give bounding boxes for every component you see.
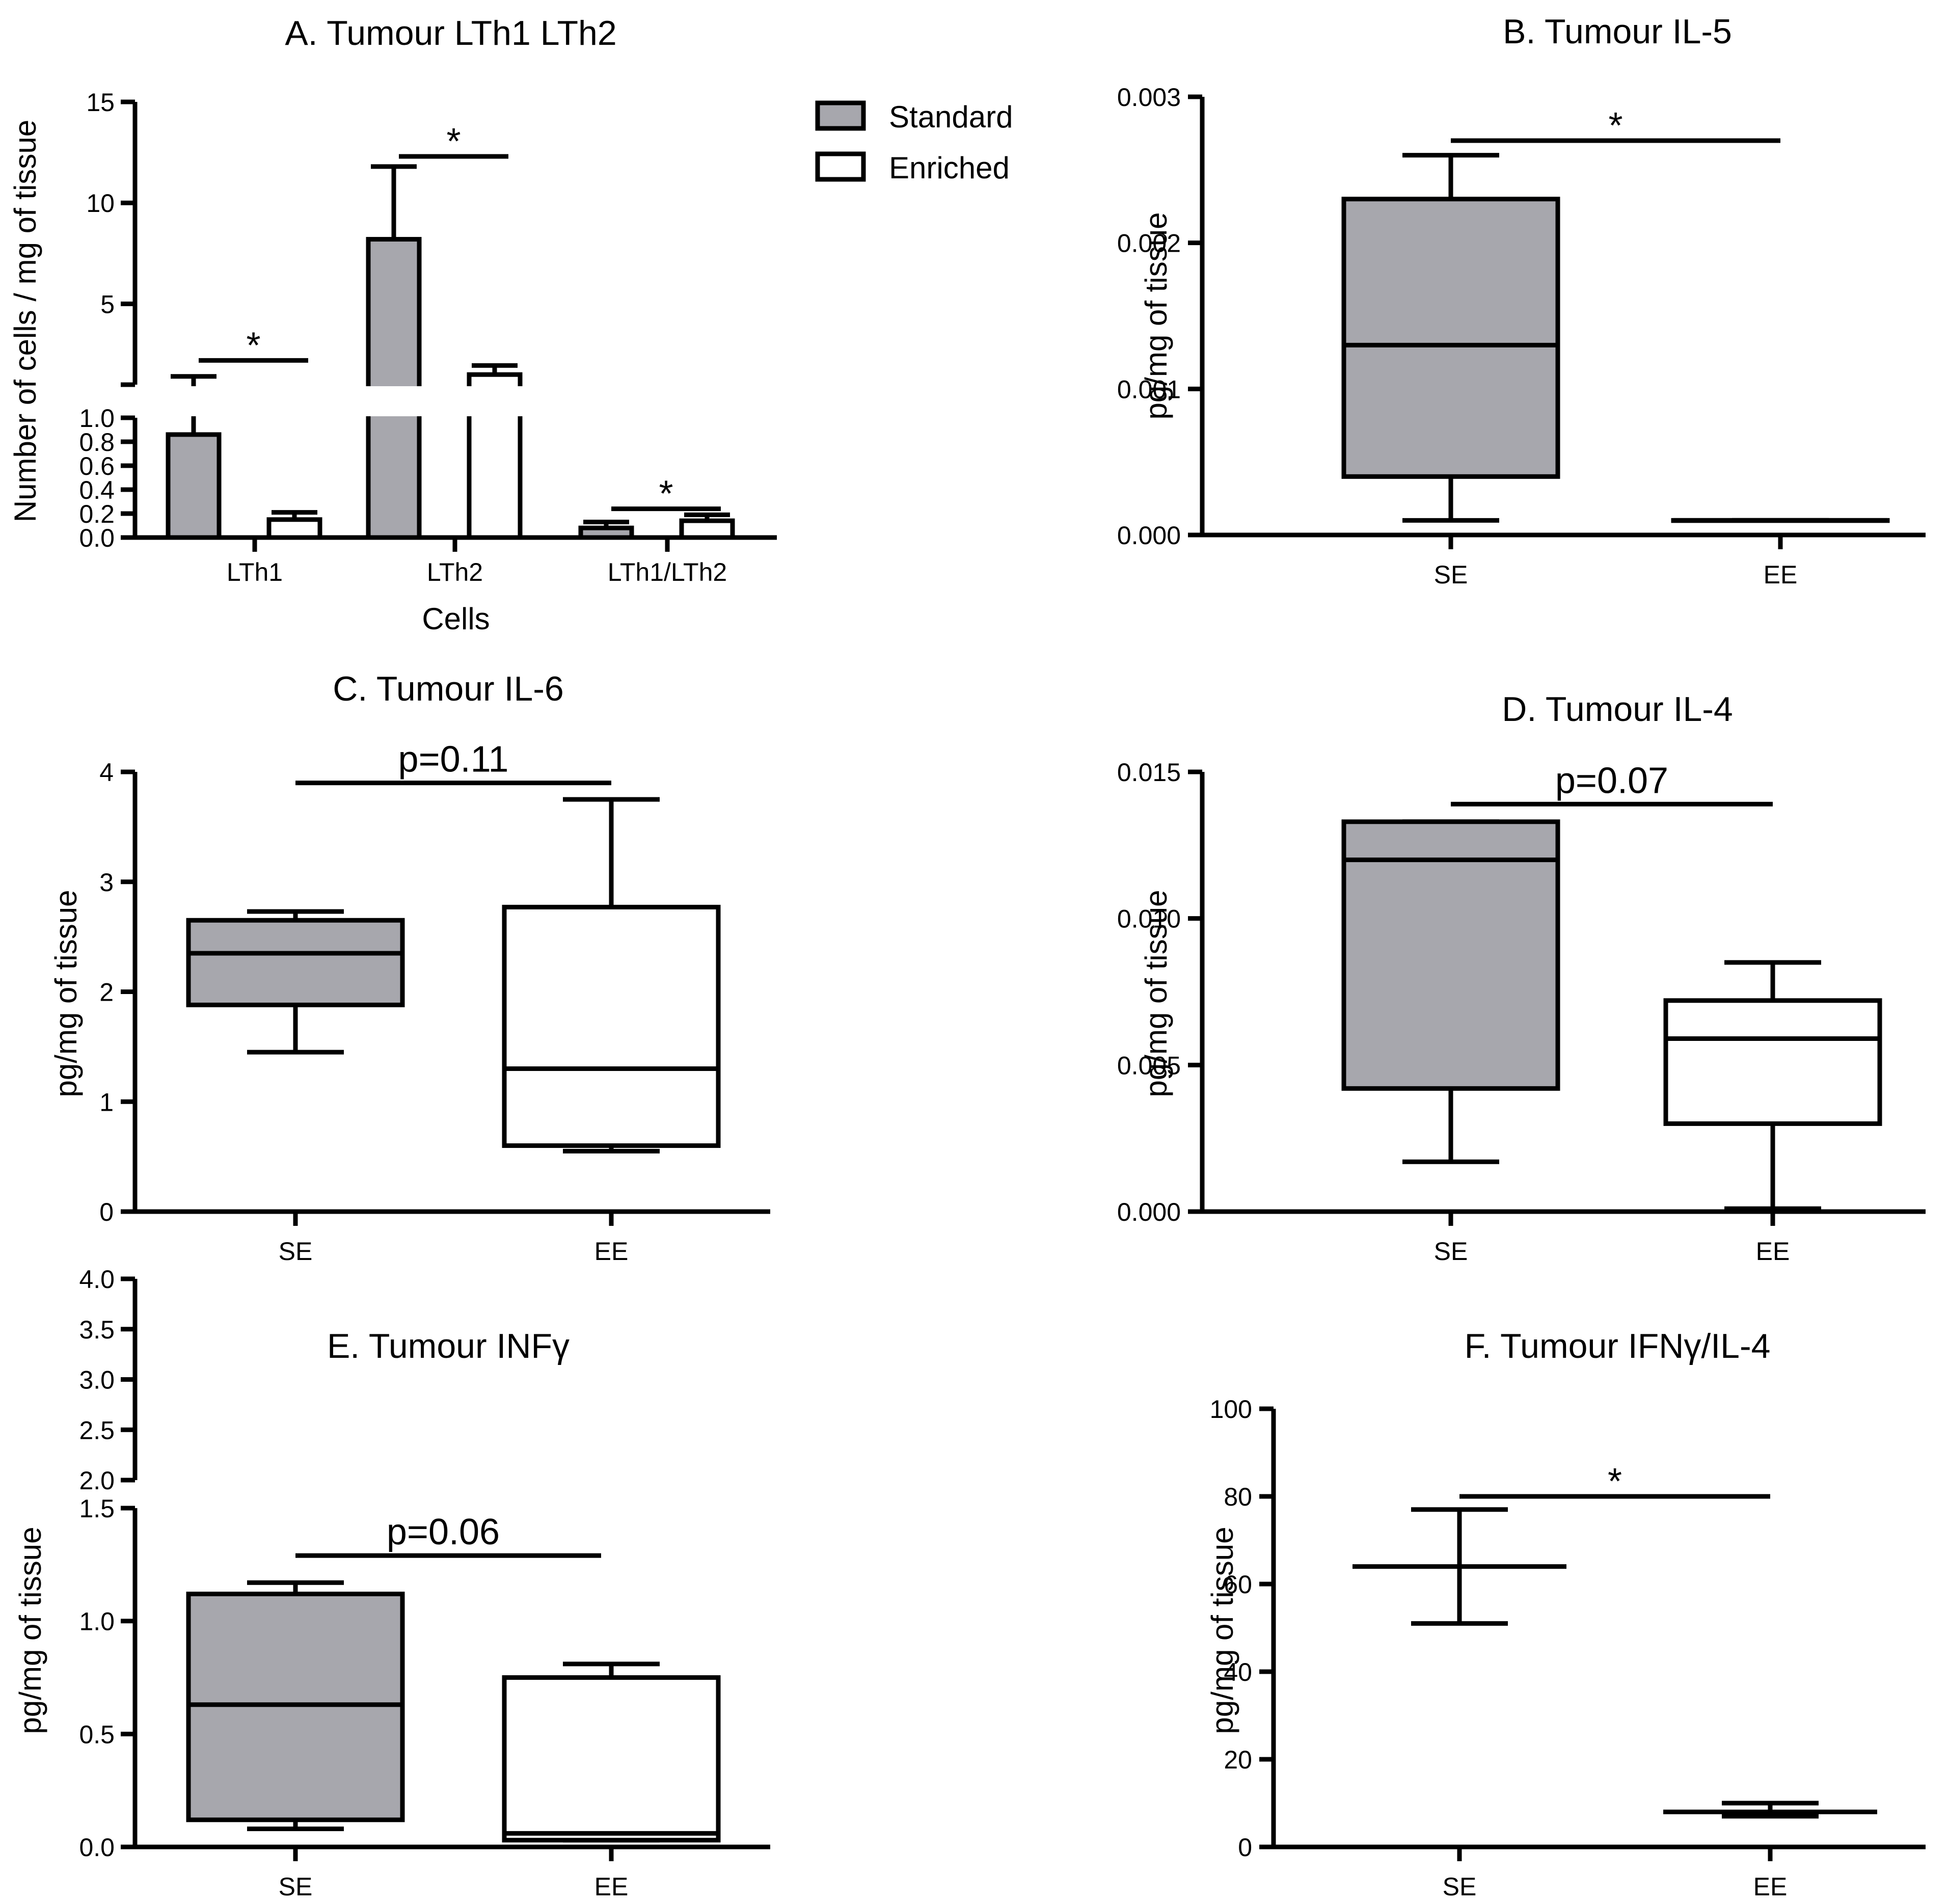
box-ee	[502, 1675, 721, 1843]
box-se	[1341, 197, 1560, 479]
y-tick-label: 0.001	[1117, 375, 1181, 404]
y-tick-label: 1	[99, 1088, 114, 1116]
significance-label: p=0.06	[387, 1512, 500, 1552]
y-tick-label: 4	[99, 758, 114, 787]
significance-label: p=0.11	[398, 739, 509, 780]
y-axis-label: Number of cells / mg of tissue	[8, 120, 42, 522]
y-tick-label: 3.0	[79, 1366, 115, 1395]
panel-d-box-plot: D. Tumour IL-4 pg/mg of tissue 0.000 0.005 0…	[1117, 690, 1926, 1266]
y-tick-label: 0.2	[79, 500, 115, 528]
legend-swatch-standard	[815, 100, 866, 131]
y-tick-label: 100	[1210, 1395, 1252, 1424]
y-tick-label: 80	[1224, 1483, 1252, 1511]
panel-b-box-plot: B. Tumour IL-5 pg/mg of tissue 0.000 0.001 0…	[1117, 12, 1926, 589]
y-tick-label: 2.5	[79, 1416, 115, 1444]
y-tick-label: 0.000	[1117, 521, 1181, 550]
x-tick-label: EE	[1753, 1872, 1788, 1901]
y-tick-label: 0	[99, 1198, 114, 1226]
y-tick-label: 4.0	[79, 1265, 115, 1294]
panel-a-bar-chart: A. Tumour LTh1 LTh2 Number of cells / mg …	[8, 14, 777, 636]
panel-e-box-plot: E. Tumour INFγ pg/mg of tissue 2.0 2.5 3.0 3.…	[13, 1265, 770, 1901]
y-tick-label: 0.015	[1117, 758, 1181, 787]
y-axis-label: pg/mg of tissue	[49, 890, 83, 1097]
chart-title: F. Tumour IFNγ/IL-4	[1465, 1327, 1771, 1365]
x-tick-label: LTh1	[227, 558, 283, 586]
bar-standard	[166, 432, 222, 540]
y-axis-label: pg/mg of tissue	[1205, 1527, 1239, 1734]
y-tick-label: 1.0	[79, 404, 115, 433]
y-tick-label: 3	[99, 868, 114, 897]
y-tick-label: 0.010	[1117, 905, 1181, 933]
y-axis-label: pg/mg of tissue	[13, 1527, 47, 1734]
bar-enriched	[266, 517, 322, 540]
y-tick-label: 0.6	[79, 452, 115, 480]
chart-title: A. Tumour LTh1 LTh2	[285, 14, 616, 52]
box-se	[186, 918, 405, 1007]
y-tick-label: 0.8	[79, 428, 115, 457]
legend: Standard Enriched	[815, 100, 1013, 185]
x-tick-label: EE	[1764, 560, 1798, 589]
y-tick-label: 60	[1224, 1570, 1252, 1599]
significance-label: *	[1608, 105, 1622, 146]
x-tick-label: LTh1/LTh2	[608, 558, 727, 586]
chart-title: B. Tumour IL-5	[1503, 12, 1732, 51]
x-tick-label: EE	[594, 1872, 629, 1901]
box-ee	[502, 904, 721, 1148]
panel-c-box-plot: C. Tumour IL-6 pg/mg of tissue 0 1 2 3 4 SE EE p=…	[49, 669, 770, 1266]
y-tick-label: 0.000	[1117, 1198, 1181, 1226]
bar-standard	[578, 525, 634, 540]
y-tick-label: 0.005	[1117, 1051, 1181, 1080]
y-tick-label: 0.003	[1117, 83, 1181, 112]
box-se	[1341, 819, 1560, 1091]
x-tick-label: LTh2	[427, 558, 483, 586]
y-axis-label: pg/mg of tissue	[1139, 212, 1173, 420]
significance-label: *	[659, 474, 673, 515]
y-tick-label: 0.5	[79, 1720, 115, 1749]
significance-label: p=0.07	[1555, 760, 1668, 801]
y-axis-label: pg/mg of tissue	[1139, 890, 1173, 1097]
y-tick-label: 0.002	[1117, 229, 1181, 258]
significance-label: *	[246, 325, 260, 366]
y-tick-label: 0.0	[79, 524, 115, 552]
y-tick-label: 3.5	[79, 1316, 115, 1344]
y-tick-label: 20	[1224, 1746, 1252, 1774]
box-ee	[1663, 998, 1882, 1126]
y-tick-label: 0	[1238, 1833, 1252, 1862]
chart-title: C. Tumour IL-6	[333, 669, 564, 708]
x-tick-label: SE	[1434, 560, 1468, 589]
x-tick-label: SE	[1434, 1237, 1468, 1266]
y-tick-label: 0.4	[79, 476, 115, 504]
x-tick-label: EE	[594, 1237, 629, 1266]
bar-enriched	[679, 518, 735, 540]
chart-title: E. Tumour INFγ	[327, 1327, 570, 1365]
y-tick-label: 40	[1224, 1658, 1252, 1686]
y-tick-label: 1.0	[79, 1607, 115, 1636]
y-tick-label: 0.0	[79, 1833, 115, 1862]
x-tick-label: EE	[1756, 1237, 1790, 1266]
x-axis-label: Cells	[422, 602, 490, 636]
axis-break-gap	[145, 386, 777, 416]
y-tick-label: 5	[100, 290, 115, 318]
y-tick-label: 10	[86, 189, 115, 218]
chart-title: D. Tumour IL-4	[1502, 690, 1733, 729]
x-tick-label: SE	[1443, 1872, 1477, 1901]
y-tick-label: 15	[86, 88, 115, 117]
significance-label: *	[446, 121, 461, 162]
x-tick-label: SE	[279, 1237, 313, 1266]
y-tick-label: 2.0	[79, 1466, 115, 1495]
panel-f-mean-sd-plot: F. Tumour IFNγ/IL-4 pg/mg of tissue 0 20 40 6…	[1205, 1327, 1926, 1901]
legend-label: Enriched	[889, 151, 1010, 185]
legend-label: Standard	[889, 100, 1013, 134]
x-tick-label: SE	[279, 1872, 313, 1901]
y-tick-label: 2	[99, 978, 114, 1007]
legend-swatch-enriched	[815, 151, 866, 182]
y-tick-label: 1.5	[79, 1494, 115, 1523]
significance-label: *	[1608, 1461, 1622, 1502]
